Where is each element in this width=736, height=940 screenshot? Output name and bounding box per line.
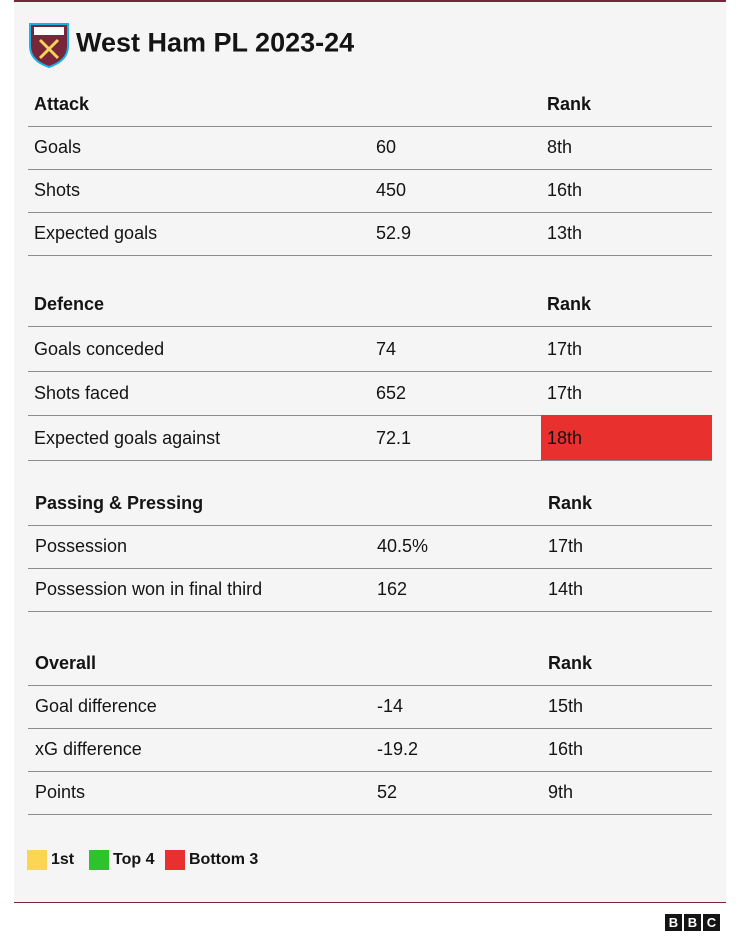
row-label: Goal difference xyxy=(35,696,157,716)
legend-label: 1st xyxy=(51,851,75,868)
row-rank: 8th xyxy=(547,137,573,157)
row-value: -14 xyxy=(377,696,404,716)
rule xyxy=(28,254,712,256)
row-value: 40.5% xyxy=(377,536,429,556)
legend-swatch xyxy=(89,850,109,870)
legend-swatch xyxy=(27,850,47,870)
row-label: xG difference xyxy=(35,739,142,759)
row-label: Expected goals against xyxy=(34,427,221,448)
row-value: 52 xyxy=(377,782,398,802)
row-label: Shots faced xyxy=(34,383,130,403)
rule xyxy=(28,567,712,569)
rule xyxy=(28,370,712,372)
row-rank: 17th xyxy=(547,338,583,359)
row-rank: 16th xyxy=(548,739,584,759)
rule xyxy=(28,125,712,127)
rule xyxy=(28,415,712,417)
row-rank: 16th xyxy=(547,180,583,200)
row-value: 162 xyxy=(377,579,408,599)
row-rank: 14th xyxy=(548,579,584,599)
legend-label: Top 4 xyxy=(113,851,155,868)
rule xyxy=(28,770,712,772)
row-label: Shots xyxy=(34,180,81,200)
rank-header: Rank xyxy=(547,94,592,114)
logo-letter: B xyxy=(665,914,682,931)
title: West Ham PL 2023-24 xyxy=(76,27,355,58)
section-title: Overall xyxy=(35,653,97,673)
row-value: 74 xyxy=(376,338,397,359)
rule xyxy=(28,610,712,612)
logo-letter: C xyxy=(703,914,720,931)
rule xyxy=(28,459,712,461)
rule xyxy=(28,813,712,815)
row-value: 652 xyxy=(376,383,407,403)
row-rank: 13th xyxy=(547,223,583,243)
crest xyxy=(29,23,69,68)
row-label: Points xyxy=(35,782,86,802)
row-rank: 17th xyxy=(548,536,584,556)
row-value: 72.1 xyxy=(376,427,412,448)
row-value: 52.9 xyxy=(376,223,412,243)
top-rule xyxy=(14,0,726,2)
row-rank: 18th xyxy=(547,427,583,448)
rule xyxy=(28,727,712,729)
bottom-rule xyxy=(14,902,726,903)
rule xyxy=(28,684,712,686)
row-label: Goals xyxy=(34,137,82,157)
row-label: Goals conceded xyxy=(34,338,165,359)
row-rank: 9th xyxy=(548,782,574,802)
legend-swatch xyxy=(165,850,185,870)
section-title: Attack xyxy=(34,94,90,114)
rule xyxy=(28,326,712,328)
row-value: 60 xyxy=(376,137,397,157)
section-title: Passing & Pressing xyxy=(35,493,204,513)
rule xyxy=(28,211,712,213)
legend-label: Bottom 3 xyxy=(189,851,259,868)
rule xyxy=(28,168,712,170)
logo-letter: B xyxy=(684,914,701,931)
row-label: Expected goals xyxy=(34,223,158,243)
rank-header: Rank xyxy=(547,294,592,314)
rank-header: Rank xyxy=(548,653,593,673)
row-label: Possession xyxy=(35,536,128,556)
rank-highlight xyxy=(541,415,712,460)
row-label: Possession won in final third xyxy=(35,579,263,599)
row-rank: 17th xyxy=(547,383,583,403)
row-value: 450 xyxy=(376,180,407,200)
section-title: Defence xyxy=(34,294,105,314)
row-value: -19.2 xyxy=(377,739,419,759)
row-rank: 15th xyxy=(548,696,584,716)
rank-header: Rank xyxy=(548,493,593,513)
rule xyxy=(28,524,712,526)
